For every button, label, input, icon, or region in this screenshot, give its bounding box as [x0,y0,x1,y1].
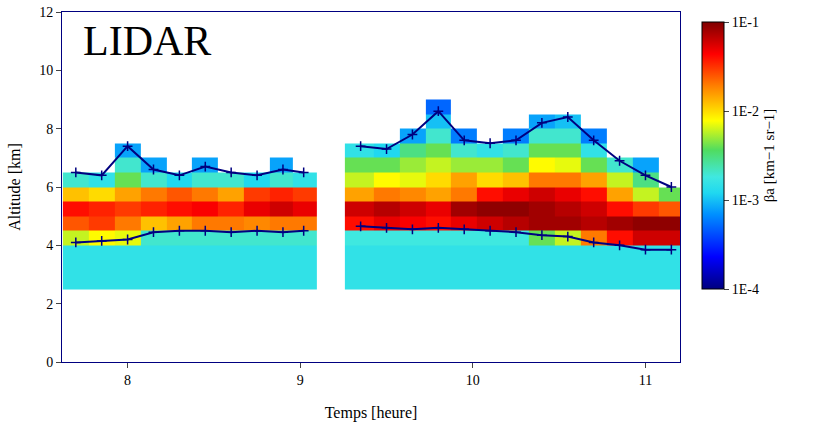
svg-text:4: 4 [46,238,53,253]
svg-text:Temps [heure]: Temps [heure] [325,404,418,422]
svg-text:6: 6 [46,180,53,195]
svg-text:0: 0 [46,355,53,370]
svg-text:8: 8 [124,373,131,388]
svg-text:10: 10 [466,373,480,388]
svg-text:1E-2: 1E-2 [732,104,759,119]
svg-text:1E-1: 1E-1 [732,15,759,30]
svg-text:2: 2 [46,297,53,312]
svg-text:LIDAR: LIDAR [83,18,211,64]
svg-text:1E-4: 1E-4 [732,282,759,297]
svg-text:1E-3: 1E-3 [732,193,759,208]
svg-text:11: 11 [639,373,652,388]
svg-text:12: 12 [39,5,53,20]
svg-text:8: 8 [46,122,53,137]
svg-text:Altitude [km]: Altitude [km] [6,143,23,231]
svg-text:9: 9 [297,373,304,388]
svg-text:βa [km−1 sr−1]: βa [km−1 sr−1] [761,109,777,203]
svg-text:10: 10 [39,63,53,78]
